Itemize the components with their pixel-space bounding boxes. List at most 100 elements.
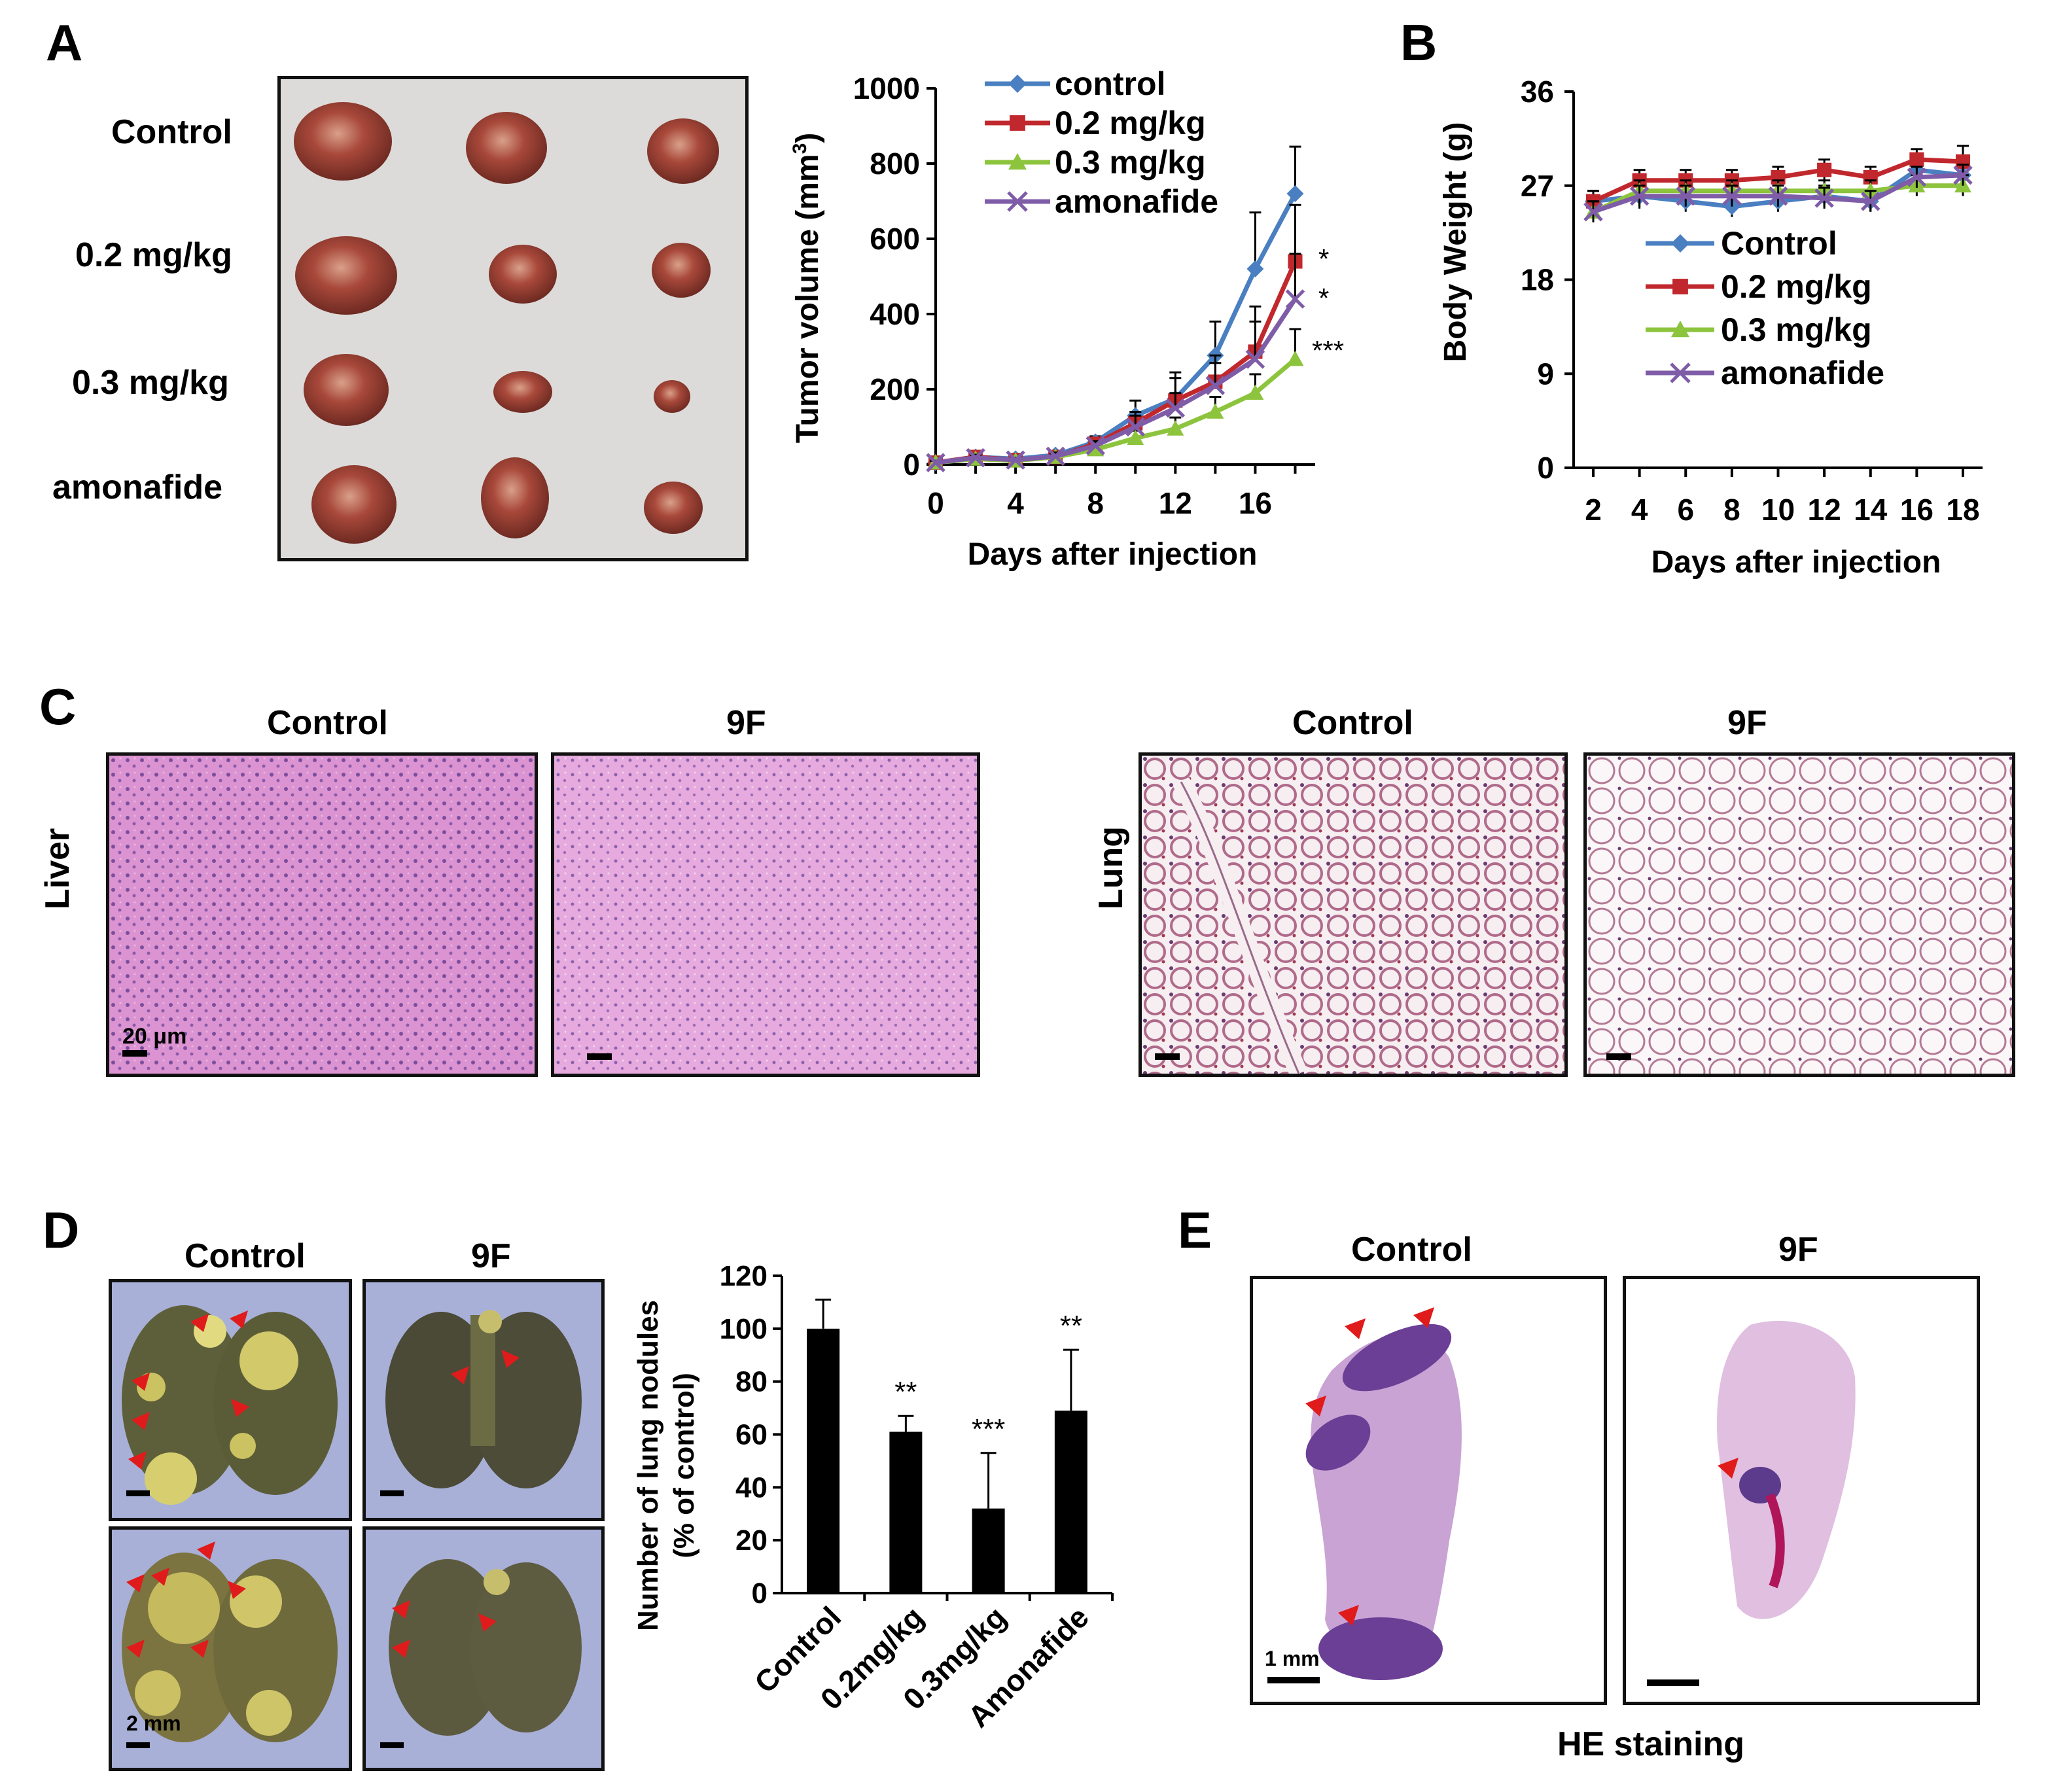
legend-marker	[1010, 115, 1025, 131]
lung-photo-scale-label: 2 mm	[126, 1712, 181, 1735]
tumor-volume-xlabel: Days after injection	[968, 537, 1258, 572]
tumor-photo-art	[294, 102, 719, 544]
ytick-label: 0	[1537, 451, 1554, 485]
liver-control-title: Control	[267, 704, 388, 742]
legend-marker	[1672, 279, 1688, 294]
ytick-label: 9	[1537, 357, 1554, 391]
liver-9f-title: 9F	[726, 704, 766, 742]
legend-marker	[1007, 191, 1028, 212]
row-label-0-2: 0.2 mg/kg	[75, 236, 232, 274]
ytick-label: 27	[1521, 169, 1554, 203]
row-label-0-3: 0.3 mg/kg	[72, 364, 229, 402]
lung-photo-control-2-art	[122, 1541, 338, 1748]
data-point	[1125, 417, 1146, 437]
tumor-volume-ylabel: Tumor volume (mm3)	[789, 133, 825, 444]
liver-row-label: Liver	[39, 828, 77, 909]
he-caption: HE staining	[1557, 1725, 1745, 1763]
series-amonafide	[1583, 164, 1973, 222]
liver-9f-texture	[554, 756, 977, 1074]
lung-control-image	[1139, 752, 1568, 1077]
bar	[889, 1432, 923, 1593]
liver-control-texture	[109, 756, 535, 1074]
tumor-photo	[277, 76, 749, 561]
he-control-image: 1 mm	[1250, 1276, 1607, 1705]
lung-photo-9f-1-art	[380, 1310, 582, 1496]
legend-label: 0.3 mg/kg	[1721, 311, 1872, 348]
ytick-label: 80	[735, 1366, 768, 1398]
xtick-label: 12	[1808, 493, 1841, 527]
data-point	[1768, 186, 1788, 206]
ytick-label: 0	[752, 1577, 768, 1609]
ytick-label: 60	[735, 1419, 768, 1451]
legend-item: control	[985, 65, 1165, 102]
ytick-label: 18	[1521, 263, 1554, 297]
data-point	[1907, 167, 1927, 187]
lung-9f-image	[1583, 752, 2015, 1077]
tumor-row-0-3	[304, 354, 690, 426]
legend-item: 0.2 mg/kg	[1646, 268, 1872, 305]
legend-marker	[1671, 321, 1689, 338]
legend-marker	[1670, 362, 1691, 383]
data-point	[1722, 186, 1742, 206]
data-point	[1046, 446, 1065, 466]
lung-photo-9f-2	[362, 1526, 605, 1771]
xtick-label: 8	[1723, 493, 1740, 527]
data-point	[1286, 185, 1304, 202]
data-point	[966, 448, 985, 468]
legend-item: amonafide	[1646, 355, 1884, 391]
legend-marker	[1008, 153, 1027, 170]
ytick-label: 400	[870, 297, 920, 331]
data-point	[1006, 450, 1025, 470]
data-point	[1814, 188, 1834, 208]
tumor-row-0-2	[295, 236, 711, 315]
lung-control-title: Control	[1292, 704, 1413, 742]
xtick-label: 12	[1159, 486, 1192, 520]
liver-control-image: 20 μm	[106, 752, 538, 1077]
series-line	[935, 192, 1298, 465]
xtick-label: 10	[1761, 493, 1795, 527]
xtick-label: 14	[1854, 493, 1888, 527]
ytick-label: 600	[870, 222, 920, 256]
legend-label: 0.2 mg/kg	[1721, 268, 1872, 305]
ytick-label: 0	[903, 448, 920, 482]
legend-item: Control	[1646, 225, 1837, 262]
ytick-label: 100	[720, 1313, 768, 1345]
series-amonafide	[926, 253, 1305, 472]
data-point	[1086, 436, 1105, 456]
xtick-label: 6	[1677, 493, 1694, 527]
bar	[807, 1328, 840, 1593]
data-point	[1246, 260, 1264, 277]
lung-row-label: Lung	[1092, 826, 1130, 909]
sig-0-2: *	[1318, 243, 1329, 274]
row-label-control: Control	[111, 113, 232, 151]
ytick-label: 800	[870, 147, 920, 181]
tumor-row-control	[294, 102, 719, 184]
data-point	[1207, 403, 1224, 419]
lung-control-texture	[1142, 756, 1564, 1074]
he-9f-art	[1647, 1320, 1856, 1686]
data-point	[1629, 186, 1650, 206]
xtick-label: 0	[927, 486, 944, 520]
ytick-label: 36	[1521, 75, 1554, 109]
lung-photo-control-1	[109, 1279, 352, 1521]
body-weight-ylabel: Body Weight (g)	[1438, 122, 1473, 362]
panel-letter-a: A	[46, 14, 83, 71]
xtick-label: 18	[1946, 493, 1979, 527]
series-line	[935, 260, 1298, 465]
data-point	[1246, 384, 1264, 400]
body-weight-chart: 0 9 18 27 36 2 4 6 8 10 12 14 16 18 Control 0.2 mg/kg 0…	[1438, 75, 1983, 580]
he-9f-title: 9F	[1778, 1231, 1818, 1269]
sig-0-3: ***	[1312, 335, 1344, 366]
legend-item: 0.3 mg/kg	[985, 144, 1206, 181]
data-point	[1127, 429, 1144, 446]
series-line	[935, 298, 1298, 465]
data-point	[1953, 166, 1973, 185]
legend-label: amonafide	[1721, 355, 1884, 391]
tumor-row-amonafide	[311, 457, 703, 544]
data-point	[1245, 349, 1265, 369]
xtick-label: 2	[1585, 493, 1602, 527]
legend-marker	[1671, 234, 1689, 253]
ytick-label: 20	[735, 1524, 768, 1556]
